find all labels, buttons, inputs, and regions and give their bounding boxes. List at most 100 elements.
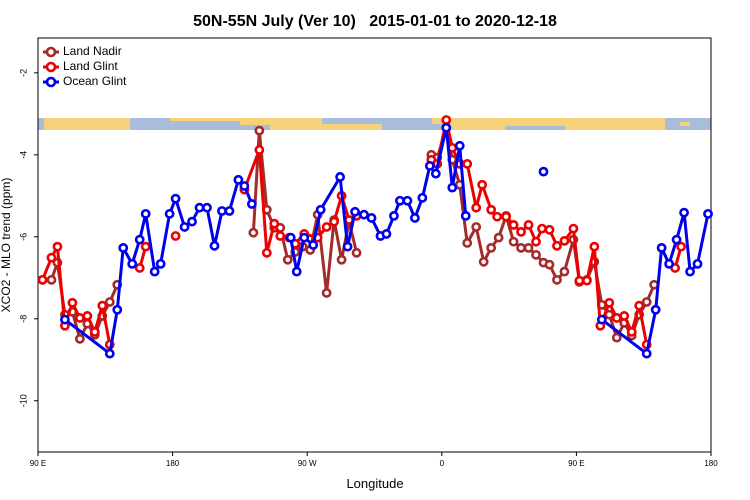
data-point [104, 297, 115, 307]
data-point [194, 202, 205, 213]
data-point [359, 209, 369, 220]
data-point [462, 238, 473, 248]
series [60, 122, 713, 359]
legend-marker [45, 46, 57, 58]
data-point [516, 242, 526, 253]
data-point [155, 258, 166, 269]
data-point [523, 242, 534, 253]
y-tick-label: -4 [18, 151, 28, 159]
data-point [239, 181, 250, 191]
x-tick-label: 90 E [30, 459, 46, 468]
data-point [538, 166, 549, 177]
data-point [492, 211, 503, 222]
y-tick-label: -2 [18, 69, 28, 77]
data-point [676, 241, 686, 252]
data-point [641, 348, 652, 359]
data-point [335, 172, 346, 182]
data-point [454, 140, 465, 151]
data-point [508, 220, 519, 230]
data-point [531, 249, 541, 260]
data-point [233, 174, 244, 185]
data-point [46, 252, 57, 263]
data-point [544, 259, 555, 270]
data-point [447, 182, 458, 193]
data-point [462, 158, 473, 169]
data-point [170, 193, 181, 204]
data-point [97, 300, 108, 311]
series-line [42, 126, 656, 341]
data-point [501, 211, 512, 222]
data-point [299, 232, 310, 243]
data-point [321, 222, 332, 232]
data-point [336, 254, 347, 265]
data-point [350, 206, 360, 217]
data-point [626, 326, 637, 337]
data-point [74, 333, 85, 344]
data-point [395, 195, 405, 206]
data-point [574, 275, 585, 286]
data-point [187, 216, 197, 227]
data-point [664, 258, 675, 269]
chart-title: 50N-55N July (Ver 10) 2015-01-01 to 2020… [193, 13, 557, 30]
series-line [41, 118, 683, 345]
x-tick-label: 90 W [298, 459, 317, 468]
data-point [552, 274, 562, 285]
data-point [486, 204, 497, 215]
data-point [641, 297, 652, 307]
data-point [164, 208, 175, 219]
legend-label: Land Nadir [63, 44, 122, 58]
y-tick-label: -10 [18, 394, 28, 407]
plot-frame [37, 37, 712, 453]
data-point [149, 266, 160, 277]
data-point [308, 240, 319, 250]
data-point [248, 227, 259, 238]
data-point [544, 224, 555, 235]
data-point [477, 179, 488, 190]
data-point [134, 234, 145, 245]
data-point [74, 313, 85, 323]
data-point [634, 300, 645, 311]
data-point [269, 218, 280, 229]
data-point [37, 274, 48, 285]
data-point [402, 195, 413, 206]
data-point [430, 168, 441, 179]
data-point [291, 266, 302, 277]
data-point [656, 242, 667, 253]
data-point [417, 192, 428, 203]
data-point [537, 223, 547, 234]
data-point [671, 234, 682, 245]
data-point [685, 266, 695, 277]
data-point [460, 210, 471, 221]
data-point [224, 206, 235, 216]
data-point [282, 254, 293, 265]
data-point [471, 202, 482, 213]
data-point [389, 210, 399, 221]
data-point [441, 115, 452, 125]
y-tick-label: -6 [18, 233, 28, 241]
data-point [67, 297, 78, 308]
data-point [568, 223, 579, 234]
legend-label: Ocean Glint [63, 74, 127, 88]
data-point [261, 247, 272, 258]
legend-marker [45, 76, 57, 88]
data-point [611, 332, 622, 343]
data-point [140, 208, 151, 219]
data-point [46, 274, 57, 285]
data-point [89, 326, 100, 337]
data-point [217, 206, 227, 216]
data-point [127, 258, 138, 269]
data-point [60, 314, 70, 325]
series [37, 115, 686, 350]
data-point [581, 275, 592, 286]
data-point [703, 208, 713, 219]
data-point [516, 226, 526, 237]
data-point [478, 256, 489, 267]
x-tick-label: 0 [440, 459, 445, 468]
x-axis-label: Longitude [346, 476, 403, 491]
data-point [254, 145, 265, 155]
data-point [342, 241, 353, 252]
data-point [52, 241, 63, 252]
data-point [179, 222, 190, 232]
data-point [486, 242, 497, 253]
